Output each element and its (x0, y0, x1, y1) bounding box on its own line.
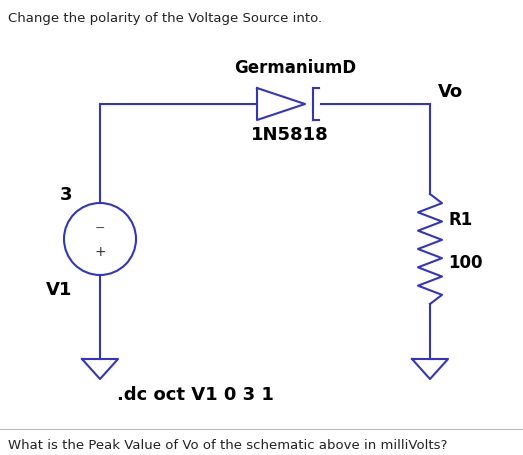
Text: −: − (95, 221, 105, 234)
Text: What is the Peak Value of Vo of the schematic above in milliVolts?: What is the Peak Value of Vo of the sche… (8, 439, 447, 451)
Text: GermaniumD: GermaniumD (234, 59, 356, 77)
Text: 3: 3 (60, 186, 72, 203)
Text: 1N5818: 1N5818 (251, 126, 329, 144)
Text: Change the polarity of the Voltage Source into.: Change the polarity of the Voltage Sourc… (8, 11, 322, 25)
Text: 100: 100 (448, 253, 483, 271)
Text: .dc oct V1 0 3 1: .dc oct V1 0 3 1 (117, 385, 274, 403)
Text: V1: V1 (46, 280, 72, 298)
Text: +: + (94, 244, 106, 258)
Text: R1: R1 (448, 211, 472, 228)
Text: Vo: Vo (438, 83, 463, 101)
